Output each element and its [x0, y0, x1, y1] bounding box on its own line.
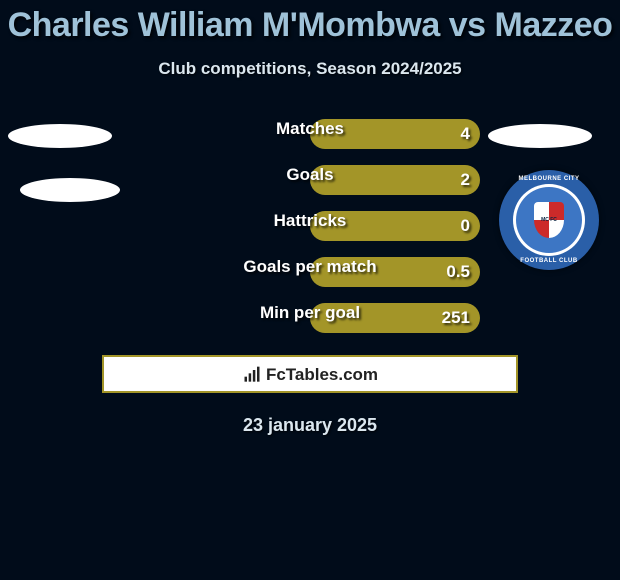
stat-row: 251 Min per goal: [0, 303, 620, 333]
fctables-text: FcTables.com: [266, 365, 378, 385]
attribution-box: FcTables.com: [102, 355, 518, 393]
fctables-badge: FcTables.com: [242, 365, 378, 385]
crest-inner: MC FC: [513, 184, 585, 256]
stat-bar: 2: [310, 165, 480, 195]
page-title: Charles William M'Mombwa vs Mazzeo: [0, 0, 620, 45]
club-crest: MELBOURNE CITY MC FC FOOTBALL CLUB: [499, 170, 599, 270]
bar-chart-icon: [242, 365, 262, 385]
stat-value-right: 2: [461, 170, 470, 190]
crest-text-bottom: FOOTBALL CLUB: [499, 258, 599, 264]
placeholder-ellipse: [8, 124, 112, 148]
stat-value-right: 251: [442, 308, 470, 328]
placeholder-ellipse: [488, 124, 592, 148]
stat-label: Goals per match: [243, 257, 376, 277]
stat-value-right: 0: [461, 216, 470, 236]
stat-label: Hattricks: [274, 211, 347, 231]
stat-label: Min per goal: [260, 303, 360, 323]
date-label: 23 january 2025: [0, 415, 620, 436]
page-subtitle: Club competitions, Season 2024/2025: [0, 59, 620, 79]
stat-value-right: 4: [461, 124, 470, 144]
crest-monogram: MC FC: [541, 217, 557, 223]
stat-label: Matches: [276, 119, 344, 139]
crest-text-top: MELBOURNE CITY: [499, 176, 599, 182]
stat-value-right: 0.5: [446, 262, 470, 282]
placeholder-ellipse: [20, 178, 120, 202]
stat-label: Goals: [286, 165, 333, 185]
